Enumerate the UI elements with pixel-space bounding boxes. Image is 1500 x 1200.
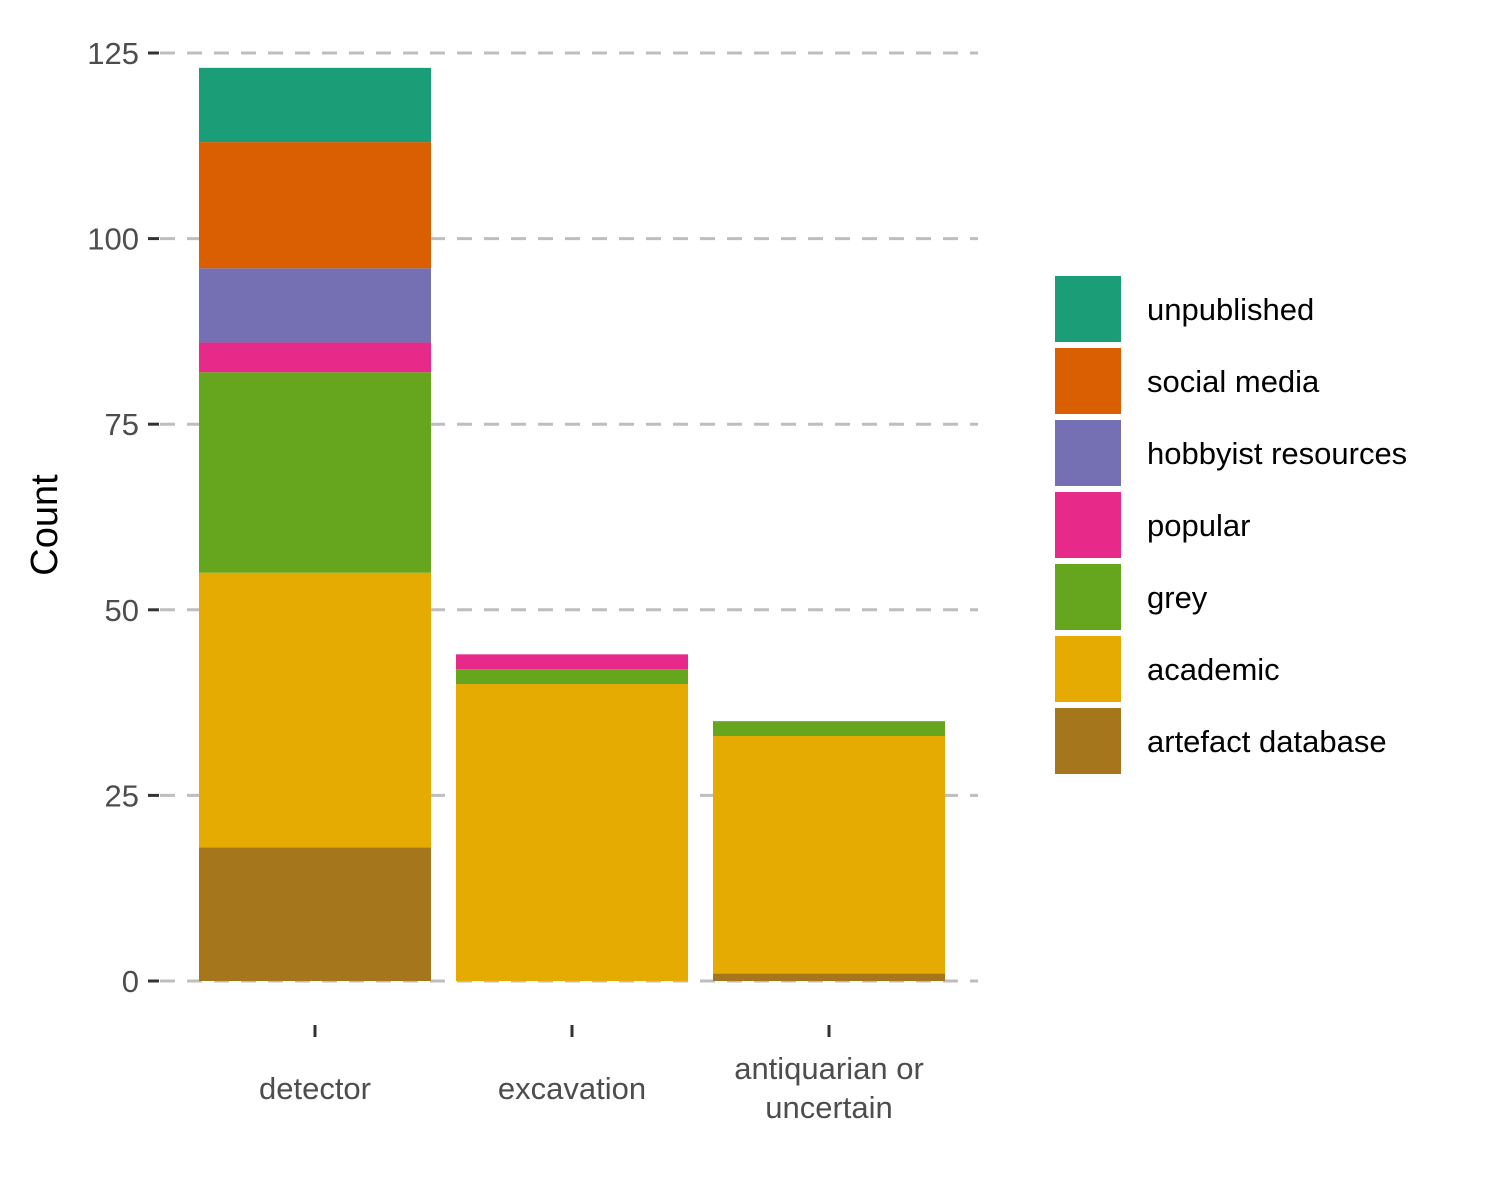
bar-segment (456, 669, 688, 685)
y-tick-label: 25 (105, 778, 139, 813)
legend-label: grey (1147, 580, 1208, 615)
legend-key (1055, 708, 1121, 774)
y-tick-label: 100 (87, 222, 139, 257)
legend-label: artefact database (1147, 724, 1387, 759)
bar-segment (199, 142, 431, 269)
legend-key (1055, 564, 1121, 630)
legend-key (1055, 348, 1121, 414)
x-axis: detector excavation antiquarian or uncertai… (259, 1025, 924, 1125)
legend: unpublished social media hobbyist resource… (1055, 276, 1407, 774)
legend-label: popular (1147, 508, 1250, 543)
legend-label: hobbyist resources (1147, 436, 1407, 471)
y-tick-label: 0 (122, 964, 139, 999)
y-axis: 0 25 50 75 100 125 (87, 36, 159, 999)
bar-segment (199, 342, 431, 373)
bar-segment (713, 973, 945, 981)
bar-segment (456, 654, 688, 670)
x-tick-label: antiquarian or uncertain (734, 1051, 924, 1125)
bar-segment (199, 372, 431, 573)
legend-label: unpublished (1147, 292, 1314, 327)
legend-key (1055, 636, 1121, 702)
bars (199, 67, 945, 981)
x-tick-label: detector (259, 1071, 371, 1106)
bar-segment (199, 67, 431, 143)
legend-key (1055, 420, 1121, 486)
bar-segment (713, 736, 945, 974)
legend-key (1055, 492, 1121, 558)
y-tick-label: 50 (105, 593, 139, 628)
x-tick-label: excavation (498, 1071, 646, 1106)
bar-segment (456, 684, 688, 981)
y-axis-title: Count (24, 474, 66, 576)
bar-segment (199, 847, 431, 981)
legend-label: social media (1147, 364, 1320, 399)
bar-segment (713, 721, 945, 737)
legend-label: academic (1147, 652, 1280, 687)
y-tick-label: 125 (87, 36, 139, 71)
legend-key (1055, 276, 1121, 342)
bar-segment (199, 268, 431, 343)
y-tick-label: 75 (105, 407, 139, 442)
bar-segment (199, 572, 431, 848)
